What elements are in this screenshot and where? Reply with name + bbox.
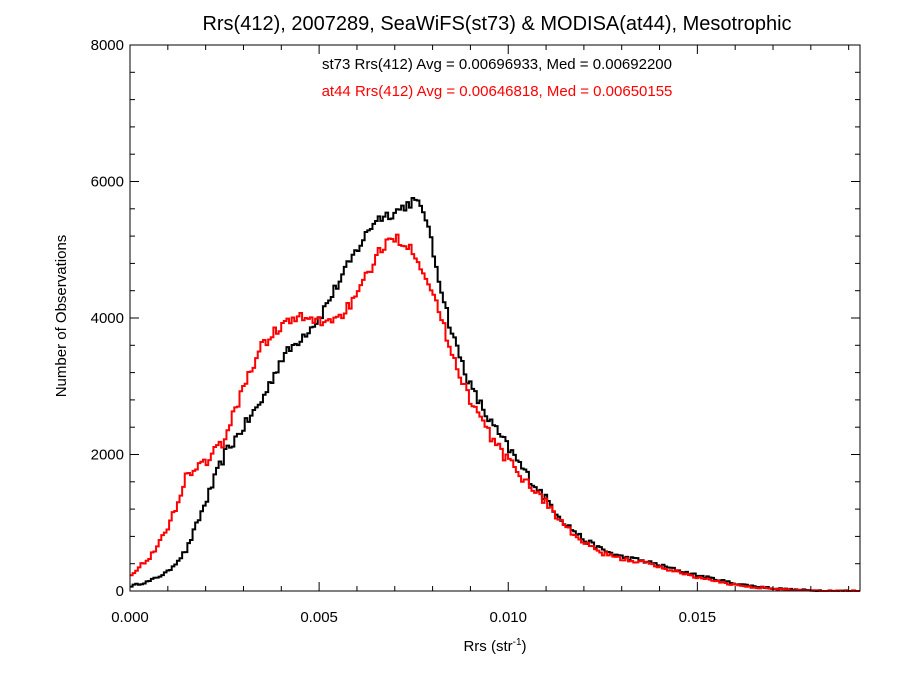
y-tick-label: 8000 [91,37,124,54]
series-line-at44 [130,233,860,592]
x-axis-label: Rrs (str-1) [463,637,526,655]
x-tick-label: 0.015 [679,609,717,626]
x-tick-label: 0.000 [111,609,149,626]
annotation-at44: at44 Rrs(412) Avg = 0.00646818, Med = 0.… [322,83,673,100]
annotation-st73: st73 Rrs(412) Avg = 0.00696933, Med = 0.… [322,56,672,73]
x-tick-label: 0.010 [489,609,527,626]
y-tick-label: 4000 [91,310,124,327]
ticks-layer: 0.000 0.005 0.010 0.015 0 2000 4000 6000 8000 [91,37,860,626]
y-tick-label: 2000 [91,447,124,464]
y-tick-label: 6000 [91,174,124,191]
plot-frame [129,44,861,592]
x-tick-label: 0.005 [300,609,338,626]
x-axis-label-close: ) [522,638,527,655]
x-axis-label-main: Rrs (str [463,638,512,655]
x-axis-label-superscript: -1 [513,637,522,648]
y-axis-label: Number of Observations [53,235,70,398]
series-layer [130,197,860,592]
y-tick-label: 0 [116,583,124,600]
chart-title: Rrs(412), 2007289, SeaWiFS(st73) & MODIS… [202,13,791,35]
